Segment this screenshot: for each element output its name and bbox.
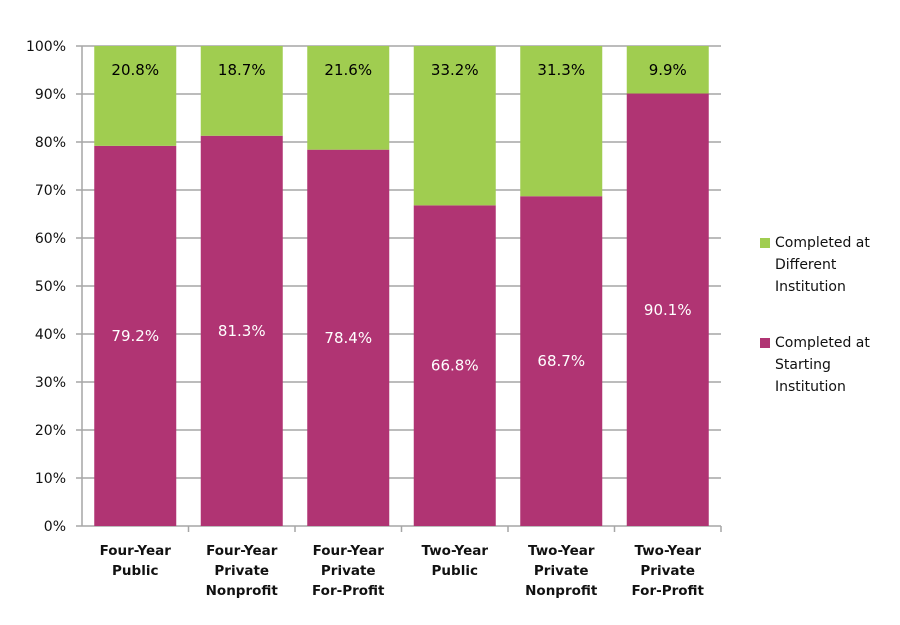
bar-different — [307, 46, 390, 150]
data-label: 81.3% — [218, 322, 266, 340]
y-tick-label: 20% — [35, 423, 66, 439]
legend-swatch-different — [760, 238, 770, 248]
y-tick-label: 30% — [35, 375, 66, 391]
bar-starting — [94, 145, 177, 526]
bar-different — [200, 46, 283, 136]
y-tick-label: 40% — [35, 327, 66, 343]
bar-different — [413, 46, 496, 206]
data-label: 9.9% — [649, 61, 687, 79]
data-label: 66.8% — [431, 357, 479, 375]
bar-starting — [307, 149, 390, 526]
data-label: 21.6% — [324, 61, 372, 79]
x-category-label: Private — [214, 563, 269, 579]
bar-different — [626, 46, 709, 94]
data-label: 78.4% — [324, 329, 372, 347]
y-tick-label: 100% — [26, 39, 66, 55]
data-label: 68.7% — [537, 352, 585, 370]
x-category-label: For-Profit — [632, 583, 705, 599]
data-label: 79.2% — [111, 327, 159, 345]
x-category-label: For-Profit — [312, 583, 385, 599]
x-category-label: Four-Year — [100, 543, 172, 559]
bar-different — [520, 46, 603, 197]
y-tick-label: 0% — [44, 519, 66, 535]
bar-different — [94, 46, 177, 146]
legend-label-starting: Completed at Starting Institution — [775, 335, 870, 395]
x-category-label: Two-Year — [528, 543, 595, 559]
data-label: 33.2% — [431, 61, 479, 79]
x-category-label: Private — [321, 563, 376, 579]
x-category-label: Public — [112, 563, 158, 579]
legend-item-starting: Completed at Starting Institution — [760, 332, 895, 398]
y-tick-label: 70% — [35, 183, 66, 199]
y-tick-label: 10% — [35, 471, 66, 487]
x-category-label: Four-Year — [313, 543, 385, 559]
y-tick-label: 80% — [35, 135, 66, 151]
bar-starting — [626, 93, 709, 527]
x-category-label: Private — [534, 563, 589, 579]
legend-label-different: Completed at Different Institution — [775, 235, 870, 295]
x-category-label: Two-Year — [421, 543, 488, 559]
x-category-label: Nonprofit — [525, 583, 598, 599]
bar-starting — [200, 135, 283, 526]
y-tick-label: 90% — [35, 87, 66, 103]
y-tick-label: 50% — [35, 279, 66, 295]
x-category-label: Two-Year — [634, 543, 701, 559]
x-category-label: Four-Year — [206, 543, 278, 559]
x-category-label: Public — [432, 563, 478, 579]
data-label: 90.1% — [644, 301, 692, 319]
legend-item-different: Completed at Different Institution — [760, 232, 895, 298]
data-label: 18.7% — [218, 61, 266, 79]
x-category-label: Nonprofit — [206, 583, 279, 599]
bar-starting — [520, 196, 603, 527]
x-category-label: Private — [640, 563, 695, 579]
y-tick-label: 60% — [35, 231, 66, 247]
legend: Completed at Different Institution Compl… — [760, 232, 895, 432]
data-label: 31.3% — [537, 61, 585, 79]
legend-swatch-starting — [760, 338, 770, 348]
data-label: 20.8% — [111, 61, 159, 79]
bar-starting — [413, 205, 496, 527]
